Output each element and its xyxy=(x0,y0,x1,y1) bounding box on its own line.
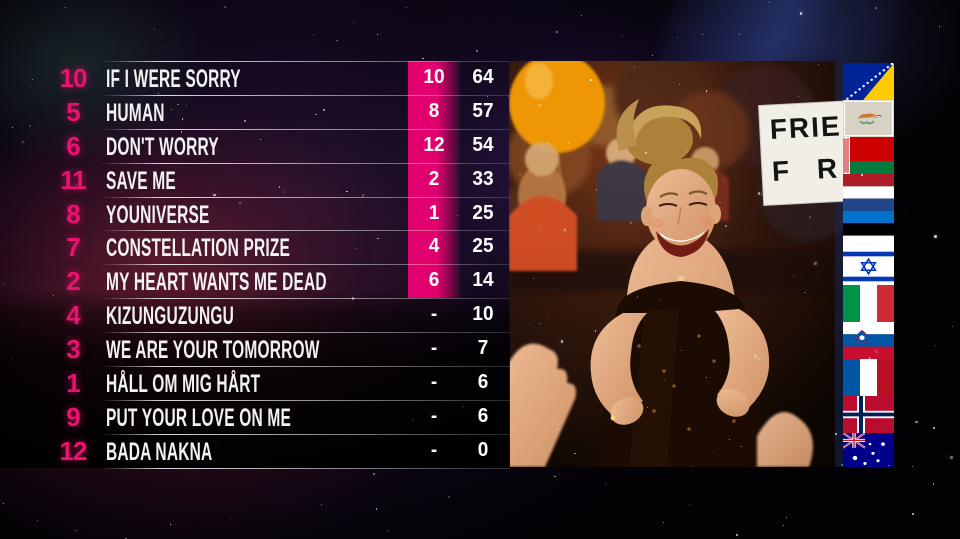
svg-text:F R: F R xyxy=(771,152,843,187)
svg-text:FRIE: FRIE xyxy=(769,110,842,145)
